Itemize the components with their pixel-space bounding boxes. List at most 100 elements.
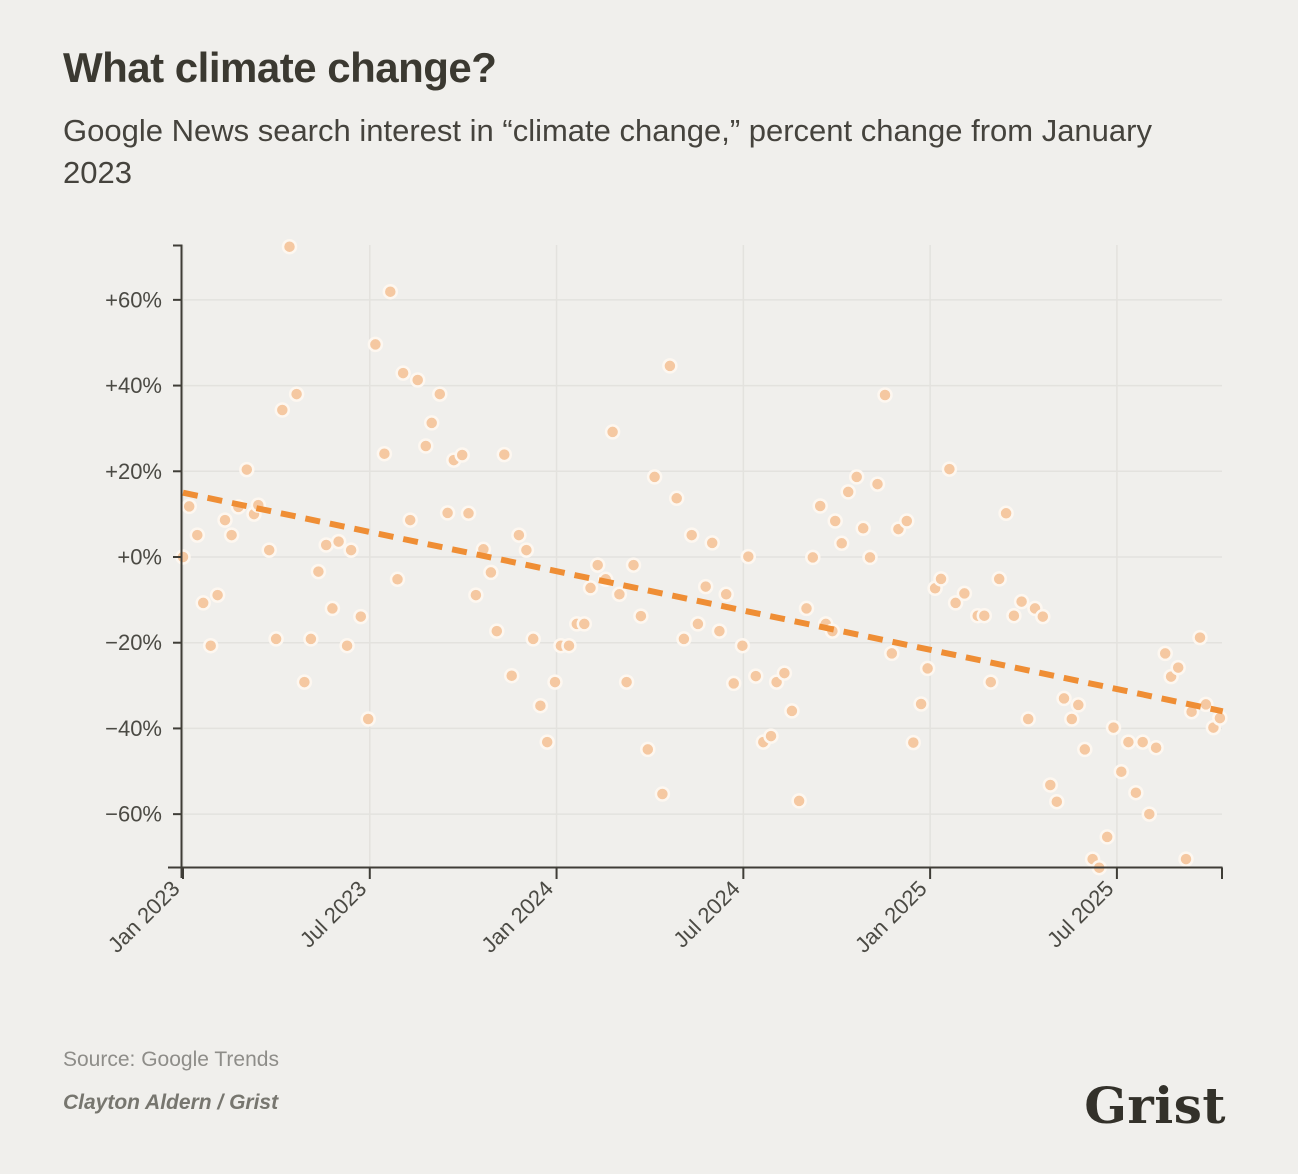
scatter-point <box>402 512 418 528</box>
scatter-point <box>1157 645 1173 662</box>
scatter-point <box>439 505 456 521</box>
scatter-point <box>1035 608 1051 625</box>
scatter-point <box>589 557 606 573</box>
scatter-point <box>625 557 642 573</box>
scatter-point <box>734 637 751 654</box>
scatter-point <box>468 587 484 603</box>
scatter-point <box>697 578 714 595</box>
scatter-point <box>633 608 649 624</box>
scatter-point <box>913 696 929 712</box>
scatter-point <box>991 571 1007 587</box>
y-axis <box>173 244 183 878</box>
scatter-point <box>884 645 900 662</box>
scatter-point <box>784 703 800 719</box>
scatter-point <box>604 424 621 440</box>
scatter-point <box>833 535 850 552</box>
scatter-point <box>261 542 277 558</box>
scatter-point <box>460 505 477 522</box>
scatter-point <box>683 527 700 543</box>
scatter-point <box>791 793 807 809</box>
y-tick-label: +20% <box>105 459 162 484</box>
scatter-point <box>676 631 692 647</box>
scatter-point <box>395 365 411 381</box>
scatter-point <box>1178 851 1194 867</box>
scatter-point <box>1013 593 1030 610</box>
scatter-point <box>360 711 376 727</box>
scatter-point <box>776 665 793 681</box>
scatter-point <box>1128 784 1144 801</box>
scatter-point <box>646 469 663 485</box>
scatter-point <box>862 549 878 566</box>
scatter-point <box>1070 697 1087 713</box>
scatter-point <box>869 476 886 492</box>
scatter-point <box>905 734 922 751</box>
x-tick-label: Jan 2025 <box>850 876 932 958</box>
scatter-point <box>496 446 513 463</box>
scatter-point <box>489 623 505 639</box>
scatter-point <box>704 535 720 551</box>
y-tick-label: −40% <box>105 716 162 741</box>
scatter-point <box>274 402 291 418</box>
scatter-point <box>330 533 347 550</box>
scatter-point <box>1077 741 1093 758</box>
scatter-point <box>343 542 359 558</box>
scatter-point <box>503 667 520 684</box>
scatter-point <box>324 600 341 617</box>
scatter-point <box>511 527 527 543</box>
scatter-point <box>576 616 593 632</box>
byline: Clayton Aldern / Grist <box>63 1091 279 1114</box>
scatter-point <box>376 445 393 462</box>
scatter-point <box>718 586 734 603</box>
scatter-point <box>518 542 535 558</box>
scatter-point <box>668 490 685 507</box>
scatter-point <box>1170 659 1186 676</box>
y-tick-label: +40% <box>105 373 162 398</box>
scatter-point <box>899 513 915 529</box>
scatter-point <box>812 498 828 514</box>
y-tick-label: +60% <box>105 287 162 312</box>
scatter-point <box>919 660 936 677</box>
scatter-point <box>181 498 197 515</box>
x-tick-label: Jan 2024 <box>476 876 558 958</box>
scatter-point <box>640 741 656 758</box>
grist-logo: Grist <box>1084 1076 1226 1135</box>
scatter-point <box>740 548 757 565</box>
scatter-point <box>318 537 334 553</box>
scatter-point <box>848 469 865 485</box>
scatter-point <box>748 668 764 684</box>
scatter-point <box>618 674 635 690</box>
scatter-point <box>281 238 298 255</box>
scatter-point <box>798 600 815 617</box>
scatter-point <box>483 564 499 581</box>
scatter-point <box>296 674 313 690</box>
scatter-point <box>976 607 993 624</box>
source-note: Source: Google Trends <box>63 1048 279 1071</box>
scatter-point <box>1049 793 1065 810</box>
scatter-point <box>1134 734 1151 750</box>
scatter-point <box>1099 829 1115 845</box>
scatter-point <box>941 461 958 477</box>
scatter-point <box>690 616 706 632</box>
scatter-point <box>547 674 563 690</box>
scatter-point <box>956 585 973 602</box>
scatter-point <box>1042 777 1059 793</box>
scatter-point <box>423 415 440 431</box>
scatter-point <box>195 595 211 611</box>
scatter-point <box>339 637 355 654</box>
scatter-point <box>1120 734 1137 750</box>
scatter-point <box>561 637 577 654</box>
scatter-point <box>202 637 219 654</box>
scatter-point <box>1056 690 1072 707</box>
x-tick-label: Jul 2024 <box>668 876 745 953</box>
scatter-point <box>525 631 541 647</box>
scatter-point <box>1113 763 1130 780</box>
scatter-point <box>217 512 233 528</box>
x-tick-label: Jul 2023 <box>295 876 372 953</box>
scatter-point <box>303 631 319 647</box>
scatter-point <box>367 336 384 353</box>
y-tick-label: −60% <box>105 802 162 827</box>
scatter-point <box>1064 711 1080 727</box>
scatter-point <box>582 580 599 596</box>
scatter-point <box>189 527 206 543</box>
scatter-point <box>611 586 628 603</box>
